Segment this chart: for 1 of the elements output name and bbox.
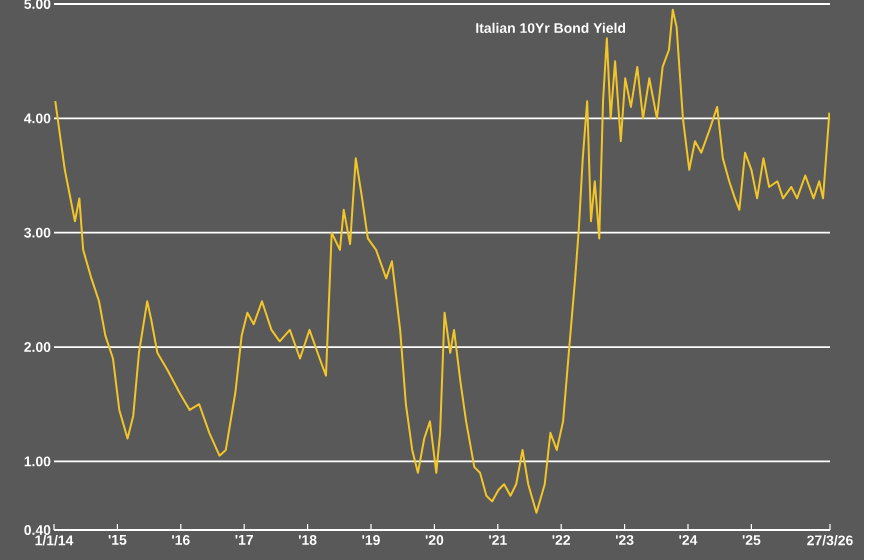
line-series <box>54 8 831 514</box>
